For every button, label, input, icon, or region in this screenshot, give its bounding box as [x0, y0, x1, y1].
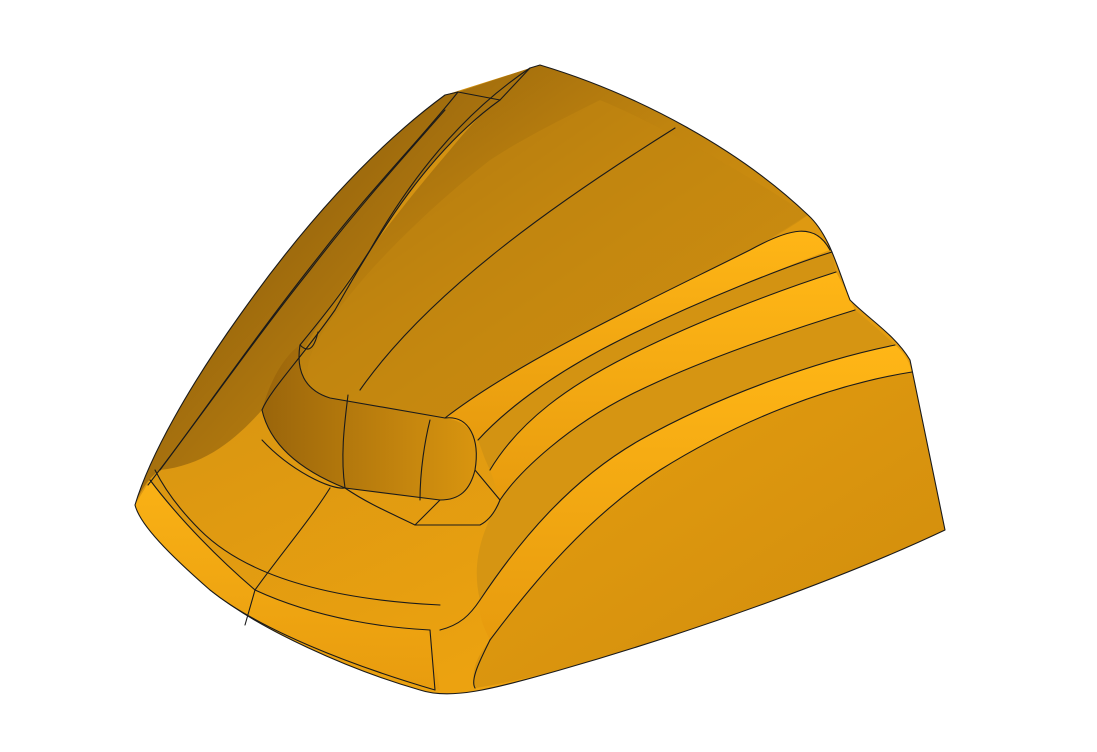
raised-pad-top: [307, 100, 808, 418]
right-side-wall: [473, 372, 945, 688]
lower-fillet-band: [479, 345, 912, 640]
middle-step-surface: [478, 252, 836, 470]
front-base-band: [135, 480, 440, 690]
model-edges: [134, 64, 946, 695]
pad-fillet: [445, 231, 830, 440]
middle-fillet-band: [490, 272, 855, 500]
left-flank-surface: [135, 92, 500, 505]
lower-step-surface: [476, 310, 895, 600]
